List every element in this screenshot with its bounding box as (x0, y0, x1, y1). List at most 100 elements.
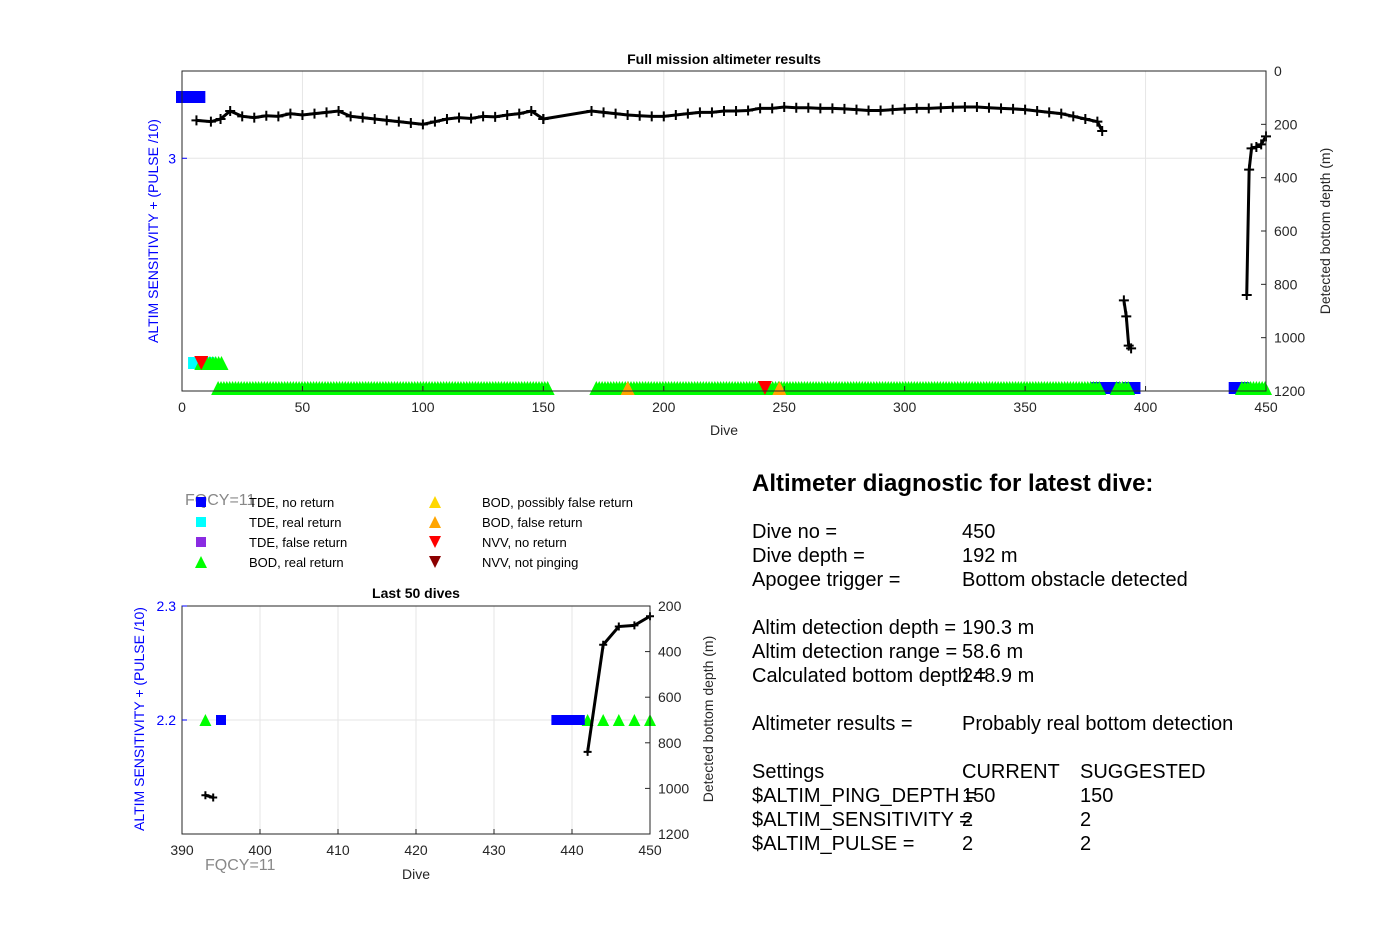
bottom-depth-point (731, 106, 742, 116)
bod-real-return-marker (199, 714, 212, 726)
bottom-depth-point (441, 114, 452, 124)
bottom-depth-point (887, 104, 898, 115)
bottom-depth-point (755, 103, 766, 114)
y-right-tick-label: 800 (1274, 276, 1298, 292)
y-right-tick-label: 1200 (658, 826, 689, 842)
altim-depth-value: 190.3 m (962, 617, 1035, 639)
bottom-depth-point (1118, 295, 1129, 306)
top-plot-area (182, 71, 1266, 391)
bottom-depth-point (1020, 104, 1031, 115)
bottom-depth-point (201, 791, 210, 800)
bottom-depth-point (694, 107, 705, 118)
bottom-depth-point (923, 103, 934, 114)
bottom-depth-point (393, 116, 404, 127)
top-depth-lines (191, 102, 1271, 354)
y-right-tick-label: 400 (1274, 170, 1298, 186)
bottom-depth-point (1241, 290, 1252, 300)
legend-item-label: TDE, real return (249, 515, 341, 530)
bottom-depth-point (205, 116, 216, 127)
bottom-depth-point (478, 111, 489, 122)
bottom-depth-point (417, 119, 428, 130)
dive-no-label: Dive no = (752, 521, 838, 543)
bottom-depth-point (191, 115, 202, 126)
bottom-y-left-ticks: 2.2 2.3 (157, 598, 187, 728)
bottom-depth-point (321, 107, 332, 118)
x-tick-label: 390 (170, 842, 194, 858)
sensitivity-current: 2 (962, 809, 974, 831)
current-header: CURRENT (962, 761, 1060, 783)
legend-marker-3 (196, 537, 206, 547)
legend-fqcy-annotation: FQCY=11 (185, 492, 256, 509)
bottom-depth-point (1056, 108, 1067, 119)
y-right-tick-label: 600 (1274, 223, 1298, 239)
bottom-depth-point (1256, 139, 1267, 150)
calc-depth-label: Calculated bottom depth = (752, 665, 987, 687)
bod-real-return-marker (597, 714, 610, 726)
bottom-depth-point (1068, 111, 1079, 122)
bottom-depth-point (225, 106, 236, 116)
diagnostic-panel: Altimeter diagnostic for latest dive: Di… (752, 468, 1372, 868)
bottom-depth-point (381, 115, 392, 126)
bottom-depth-point (215, 114, 226, 124)
bottom-y-left-axis-label: ALTIM SENSITIVITY + (PULSE /10) (131, 607, 147, 831)
tde-no-return-marker (574, 715, 585, 725)
nvv-no-return-marker (194, 356, 209, 370)
bottom-depth-point (285, 108, 296, 119)
y-right-tick-label: 0 (1274, 63, 1282, 79)
y-right-tick-label: 1200 (1274, 383, 1305, 399)
bottom-depth-point (971, 102, 982, 112)
x-tick-label: 50 (295, 399, 311, 415)
bottom-depth-point (1126, 343, 1137, 354)
bottom-depth-point (586, 106, 597, 116)
results-value: Probably real bottom detection (962, 713, 1234, 735)
ping-depth-current: 150 (962, 785, 996, 807)
x-tick-label: 400 (248, 842, 272, 858)
bottom-depth-point (767, 103, 778, 114)
calc-depth-value: 248.9 m (962, 665, 1035, 687)
bottom-depth-point (935, 102, 946, 113)
bottom-depth-point (1080, 114, 1091, 124)
bottom-depth-point (634, 110, 645, 121)
y-right-tick-label: 800 (658, 735, 682, 751)
bottom-depth-point (598, 107, 609, 118)
bottom-depth-point (297, 110, 308, 120)
x-tick-label: 0 (178, 399, 186, 415)
y-right-tick-label: 200 (1274, 116, 1298, 132)
bottom-depth-point (996, 103, 1007, 114)
sensitivity-suggested: 2 (1080, 809, 1092, 831)
bottom-depth-point (429, 116, 440, 127)
ping-depth-suggested: 150 (1080, 785, 1114, 807)
legend-marker-7 (429, 536, 441, 548)
apogee-trigger-value: Bottom obstacle detected (962, 569, 1188, 591)
y-right-tick-label: 1000 (658, 780, 689, 796)
bottom-depth-series-line (1122, 300, 1133, 350)
bottom-depth-point (959, 102, 970, 112)
y-left-tick-label: 3 (168, 150, 176, 166)
y-right-tick-label: 1000 (1274, 330, 1305, 346)
bod-real-return-marker (612, 714, 625, 726)
bottom-depth-point (466, 113, 477, 124)
y-left-tick-label: 2.3 (157, 598, 177, 614)
bottom-chart-title: Last 50 dives (372, 585, 460, 601)
bottom-depth-point (658, 111, 669, 122)
bottom-depth-point (622, 110, 633, 120)
bottom-depth-point (1008, 103, 1019, 114)
bottom-fqcy-annotation: FQCY=11 (205, 857, 276, 874)
bottom-y-right-axis-label: Detected bottom depth (m) (700, 636, 716, 803)
legend-item-label: BOD, false return (482, 515, 582, 530)
bottom-depth-point (502, 110, 513, 120)
bottom-depth-point (599, 640, 608, 649)
dive-depth-label: Dive depth = (752, 545, 865, 567)
legend-marker-6 (429, 516, 441, 528)
pulse-label: $ALTIM_PULSE = (752, 833, 915, 855)
top-y-left-axis-label: ALTIM SENSITIVITY + (PULSE /10) (145, 119, 161, 343)
legend-item-label: NVV, not pinging (482, 555, 578, 570)
bottom-depth-point (1044, 107, 1055, 118)
bottom-depth-point (261, 110, 272, 121)
legend-items: TDE, no return TDE, real return TDE, false… (195, 495, 633, 570)
y-right-tick-label: 200 (658, 598, 682, 614)
dive-depth-value: 192 m (962, 545, 1018, 567)
full-mission-chart: 0 50 100 150 200 250 300 350 400 450 3 0 200 400 600… (145, 51, 1333, 438)
bottom-depth-point (827, 103, 838, 114)
